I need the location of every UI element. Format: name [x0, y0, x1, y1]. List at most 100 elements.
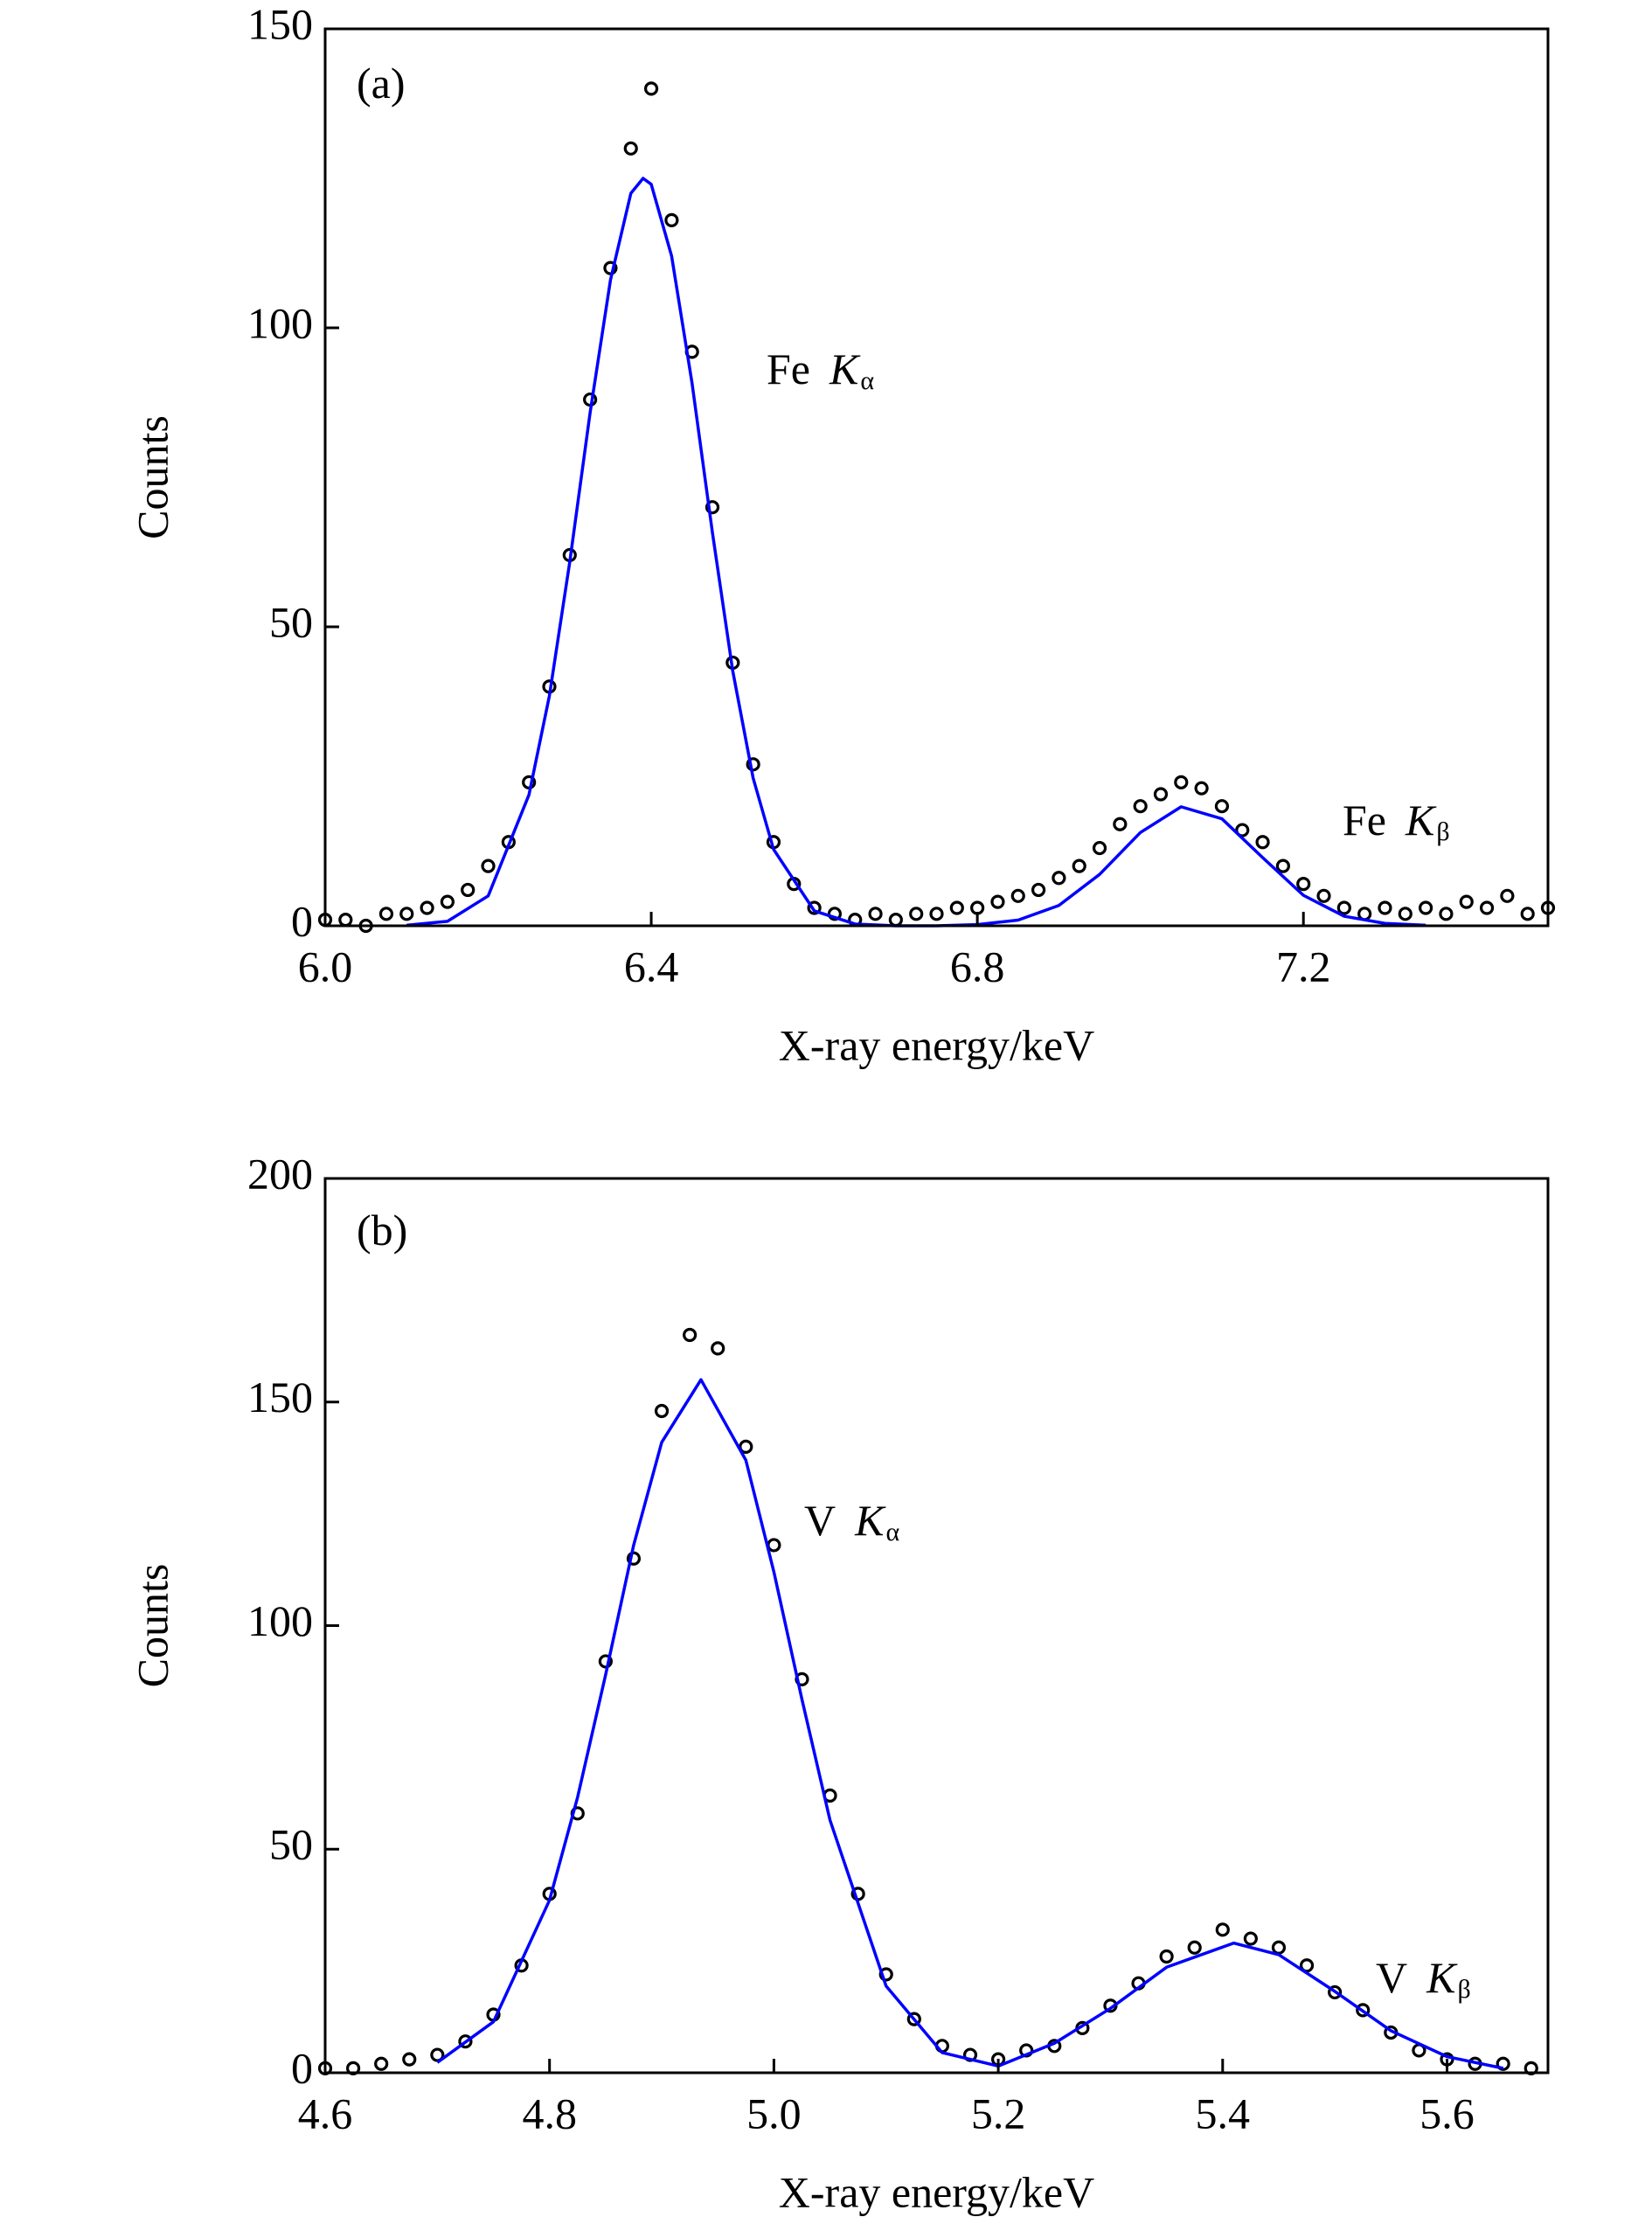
x-axis-label: X-ray energy/keV	[779, 2167, 1094, 2216]
x-tick-label: 6.4	[624, 942, 679, 990]
data-point	[623, 141, 638, 156]
data-point	[1316, 888, 1331, 903]
data-point	[1194, 781, 1209, 796]
data-point	[1271, 1940, 1287, 1955]
x-tick-label: 6.8	[950, 942, 1005, 990]
annotation-symbol: K	[1426, 1953, 1458, 2002]
data-point	[399, 907, 414, 921]
data-point	[1031, 882, 1046, 898]
data-point	[1459, 894, 1474, 909]
annotation-text: (b)	[357, 1206, 407, 1255]
data-point	[440, 894, 455, 909]
data-point	[1336, 900, 1351, 915]
y-axis-label: Counts	[128, 1564, 177, 1688]
x-tick-label: 5.6	[1419, 2089, 1475, 2137]
fit-line	[406, 177, 1426, 928]
x-tick-label: 7.2	[1276, 942, 1331, 990]
panel: 6.0 6.4 6.8 7.2 0 50 100 150 X-ray energy/keV Cou…	[128, 0, 1556, 1069]
y-tick-label: 100	[247, 298, 313, 347]
data-point	[1010, 888, 1025, 903]
plot-frame	[323, 27, 1550, 928]
data-point	[1378, 900, 1392, 915]
data-point	[1520, 907, 1535, 921]
annotation-text: (a)	[357, 59, 406, 108]
y-tick-label: 150	[247, 0, 313, 48]
data-point	[1439, 907, 1454, 921]
data-point	[1299, 1958, 1315, 1973]
data-point	[664, 212, 679, 227]
plot-frame	[323, 1177, 1550, 2075]
data-point	[739, 1439, 753, 1455]
annotation-text: Fe	[1343, 796, 1386, 844]
data-point	[711, 1341, 725, 1356]
data-point	[430, 2047, 445, 2062]
data-point	[1092, 840, 1107, 856]
annotation: Fe Kβ	[1343, 796, 1450, 845]
data-point	[461, 882, 475, 898]
data-point	[1398, 907, 1413, 921]
data-point	[374, 2056, 389, 2071]
data-point	[1500, 888, 1515, 903]
data-point	[1072, 858, 1086, 873]
annotation-symbol: K	[854, 1496, 886, 1545]
y-tick-label: 150	[247, 1373, 313, 1421]
y-tick-label: 100	[247, 1596, 313, 1645]
annotation-text: V	[1376, 1953, 1407, 2002]
data-point	[909, 907, 924, 921]
data-point	[1479, 900, 1495, 915]
data-point	[643, 81, 659, 96]
x-tick-label: 4.8	[522, 2089, 577, 2137]
annotation-subscript: α	[860, 366, 874, 395]
data-point	[949, 900, 964, 915]
y-tick-label: 0	[291, 2043, 313, 2092]
y-axis-label: Counts	[128, 415, 177, 539]
data-point	[1255, 835, 1270, 850]
fit-line	[436, 1378, 1504, 2070]
x-tick-label: 5.2	[971, 2089, 1026, 2137]
data-point	[683, 1327, 698, 1343]
annotation: (b)	[357, 1206, 407, 1255]
data-point	[1174, 775, 1189, 789]
data-point	[1153, 787, 1169, 802]
annotation-subscript: β	[1457, 1975, 1470, 2004]
panel: 4.6 4.8 5.0 5.2 5.4 5.6 0 50 100 150 200 X-ray ener…	[128, 1149, 1550, 2216]
data-point	[1133, 799, 1148, 814]
data-point	[1275, 858, 1290, 873]
data-point	[990, 894, 1005, 909]
x-tick-label: 5.4	[1196, 2089, 1251, 2137]
data-point	[481, 858, 496, 873]
annotation: V Kα	[804, 1496, 899, 1546]
annotation-symbol: K	[1405, 796, 1437, 844]
x-axis-label: X-ray energy/keV	[779, 1020, 1094, 1069]
data-point	[1215, 1922, 1230, 1937]
data-point	[420, 900, 434, 915]
data-point	[378, 907, 394, 921]
x-tick-label: 4.6	[298, 2089, 353, 2137]
data-point	[1187, 1940, 1202, 1955]
annotation-text: V	[804, 1496, 836, 1545]
x-tick-label: 6.0	[298, 942, 353, 990]
annotation-text: Fe	[767, 344, 810, 393]
y-tick-label: 50	[269, 1820, 313, 1869]
y-tick-label: 0	[291, 896, 313, 945]
data-point	[654, 1403, 670, 1419]
annotation: V Kβ	[1376, 1953, 1471, 2003]
annotation: (a)	[357, 59, 406, 108]
data-point	[1214, 799, 1230, 814]
data-point	[402, 2052, 417, 2067]
data-point	[888, 913, 903, 928]
x-tick-label: 5.0	[746, 2089, 802, 2137]
y-tick-label: 200	[247, 1149, 313, 1198]
data-point	[1243, 1931, 1258, 1946]
data-point	[868, 907, 883, 921]
data-point	[1418, 900, 1433, 915]
data-point	[1235, 823, 1250, 837]
data-point	[929, 907, 944, 921]
data-point	[1113, 817, 1128, 831]
annotation-symbol: K	[829, 344, 861, 393]
annotation-subscript: β	[1436, 817, 1449, 846]
y-tick-label: 50	[269, 597, 313, 646]
data-point	[1296, 877, 1311, 892]
